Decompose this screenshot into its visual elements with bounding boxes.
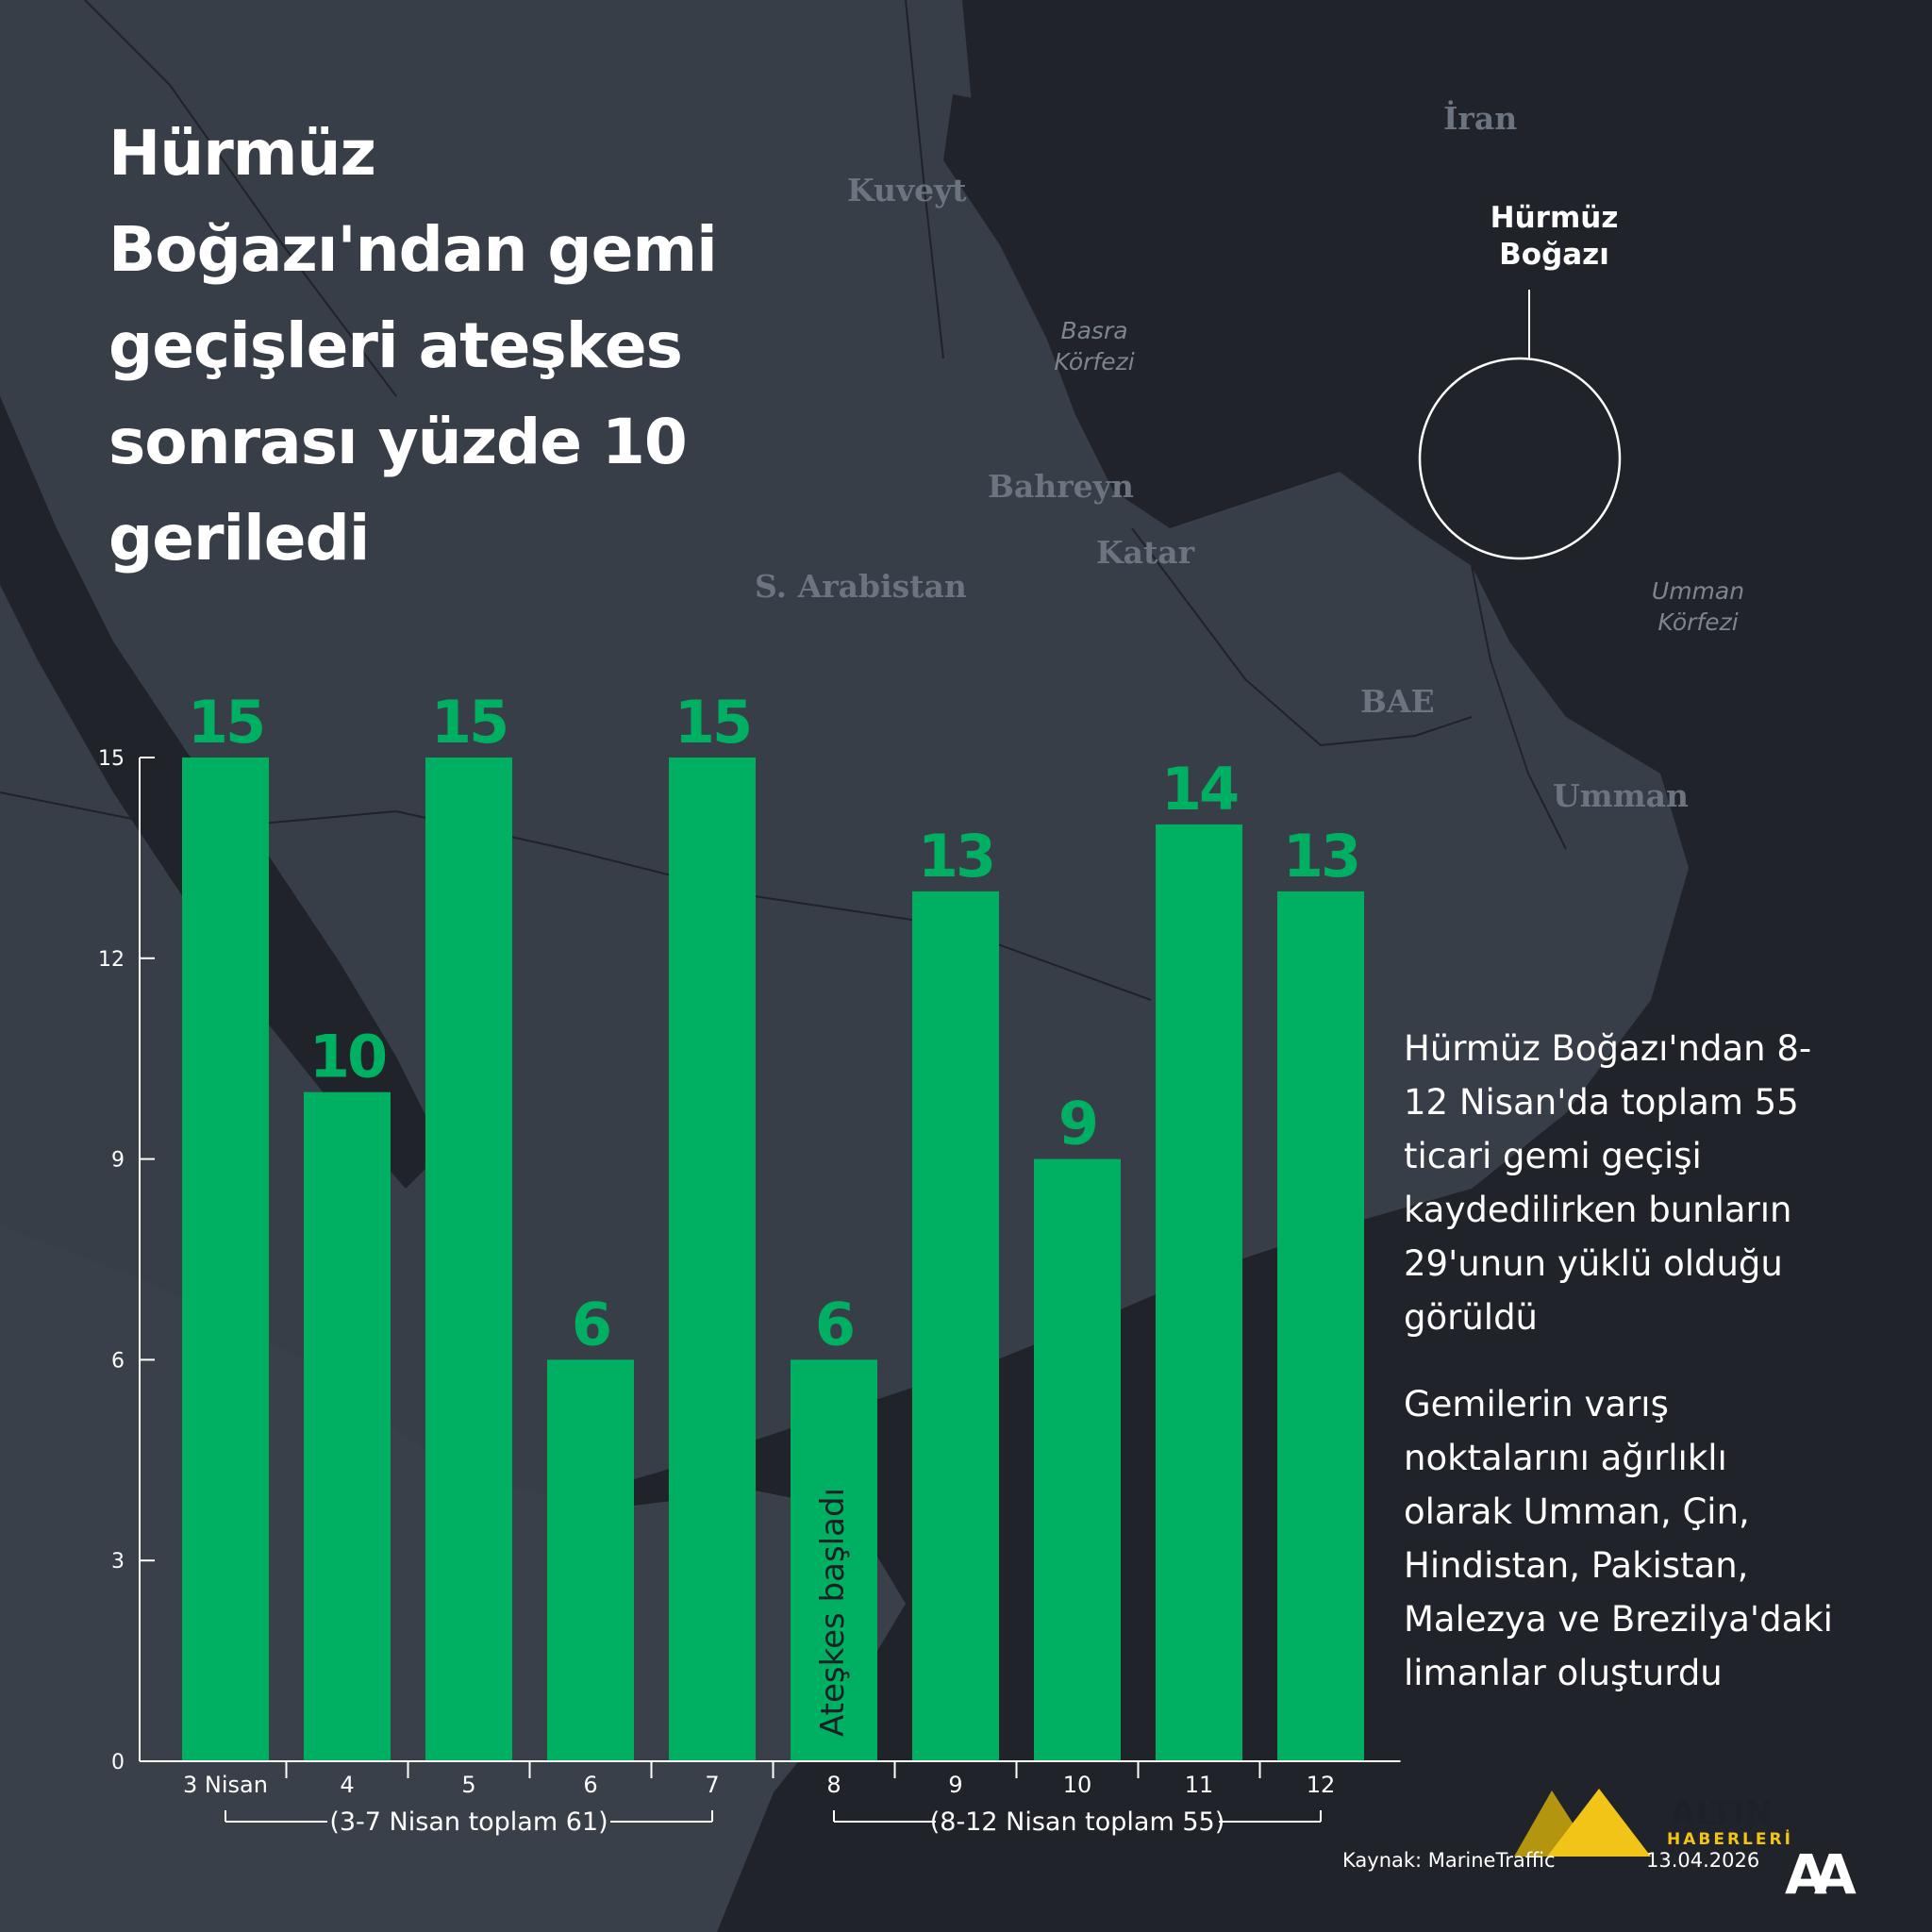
bar-value-label: 13 [918,822,993,891]
bar-value-label: 15 [675,688,750,757]
summary-paragraph-2: Gemilerin varış noktalarını ağırlıklı ol… [1404,1384,1833,1693]
y-tick-label: 0 [111,1751,125,1774]
bar [304,1091,391,1761]
bar-value-label: 6 [815,1290,853,1358]
bar [912,891,999,1761]
map-label-qatar: Katar [1096,534,1195,571]
bar [1156,824,1242,1761]
iran-coast [962,0,1932,528]
map-label-uae: BAE [1360,683,1435,720]
y-axis: 0 3 6 9 12 15 [98,747,155,1774]
group-label: (8-12 Nisan toplam 55) [930,1807,1224,1837]
bar [1034,1158,1121,1761]
page-title: Hürmüz Boğazı'ndan gemi geçişleri ateşke… [108,117,718,575]
source-credit: Kaynak: MarineTraffic [1342,1849,1556,1872]
y-tick-label: 15 [98,747,125,771]
map-label-iran: İran [1443,100,1518,137]
altin-logo-subtext: HABERLERİ [1667,1830,1793,1849]
map-label-kuwait: Kuveyt [847,172,967,208]
bar [669,758,756,1761]
y-tick-label: 3 [111,1550,125,1574]
x-tick-label: 12 [1307,1772,1336,1798]
group-label: (3-7 Nisan toplam 61) [329,1807,608,1837]
x-tick-label: 8 [826,1772,841,1798]
bar-value-label: 15 [431,688,507,757]
bar [425,758,512,1761]
bar [547,1359,634,1761]
x-tick-label: 10 [1063,1772,1092,1798]
bar-value-label: 6 [572,1290,609,1358]
x-tick-label: 9 [948,1772,962,1798]
x-tick-label: 3 Nisan [183,1772,268,1798]
map-label-saudi-arabia: S. Arabistan [755,568,967,605]
map-label-oman: Umman [1553,777,1689,814]
bar-value-label: 9 [1058,1090,1096,1158]
aa-logo: AA [1785,1842,1857,1907]
y-tick-label: 9 [111,1149,125,1173]
bar-value-label: 15 [188,688,263,757]
x-tick-label: 4 [340,1772,354,1798]
map-label-persian-gulf: Basra Körfezi [1054,317,1135,375]
x-tick-label: 11 [1185,1772,1214,1798]
red-sea [0,396,443,1189]
x-tick-label: 5 [461,1772,475,1798]
hormuz-marker-circle [1418,357,1622,560]
x-tick-label: 7 [705,1772,719,1798]
map-label-strait-of-hormuz: Hürmüz Boğazı [1490,201,1619,272]
bar [791,1359,877,1761]
x-axis: 3 Nisan 4 5 6 7 8 9 10 11 12 [140,1760,1401,1798]
bar [182,758,269,1761]
ceasefire-annotation: Ateşkes başladı [814,1488,852,1737]
map-label-bahrain: Bahreyn [988,468,1134,505]
publish-date: 13.04.2026 [1646,1849,1760,1872]
logo-triangle-front [1547,1789,1651,1857]
summary-paragraph-1: Hürmüz Boğazı'ndan 8-12 Nisan'da toplam … [1404,1028,1812,1338]
bar-value-label: 14 [1161,755,1238,824]
group-brackets: (3-7 Nisan toplam 61) (8-12 Nisan toplam … [225,1807,1322,1837]
x-tick-label: 6 [583,1772,597,1798]
bars: 15 10 15 6 15 6 13 9 14 13 Ateşkes başladı [182,688,1364,1761]
y-tick-label: 6 [111,1349,125,1373]
map-label-gulf-of-oman: Umman Körfezi [1651,577,1745,636]
altin-logo-text: ALTIN [1670,1794,1773,1833]
bar-value-label: 13 [1283,822,1358,891]
y-tick-label: 12 [98,948,125,972]
bar [1277,891,1364,1761]
bar-value-label: 10 [309,1023,386,1091]
